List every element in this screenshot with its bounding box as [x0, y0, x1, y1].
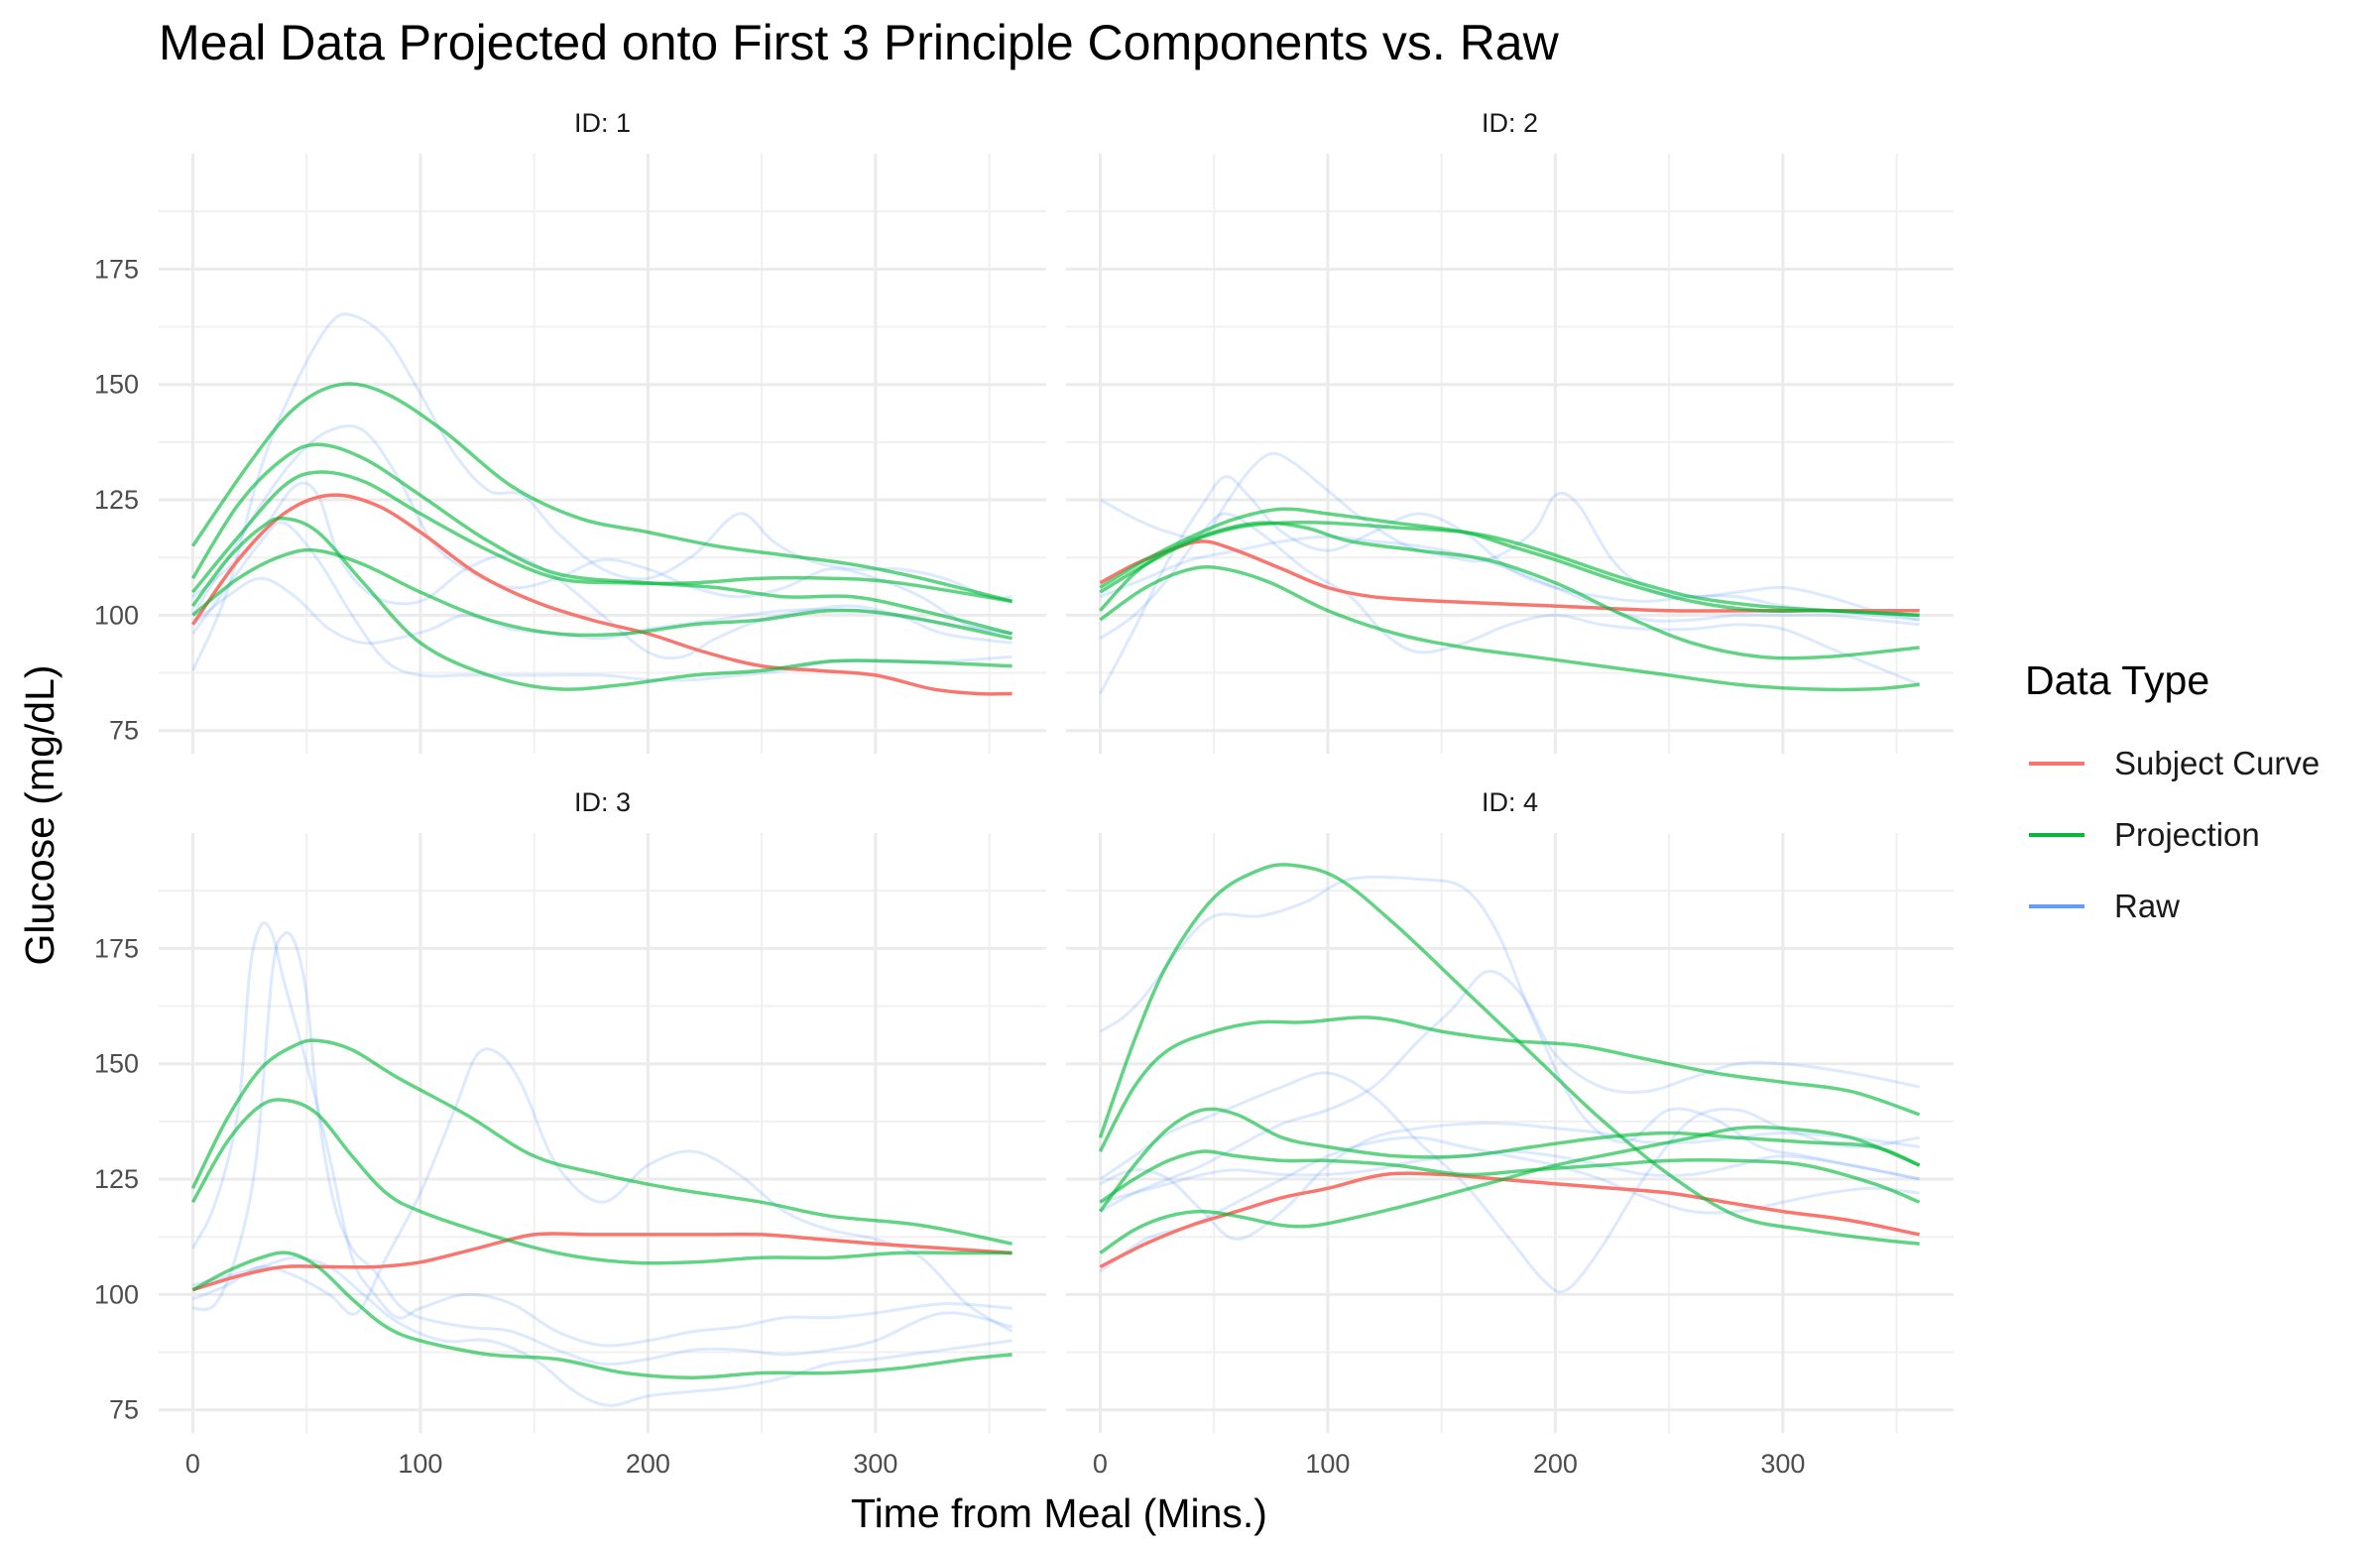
raw-series-line	[191, 921, 1012, 1348]
projection-line	[190, 516, 1012, 691]
x-axis-title: Time from Meal (Mins.)	[851, 1490, 1267, 1536]
y-tick-label: 175	[94, 254, 139, 284]
panel-4: ID: 4 0 100 200 300	[1066, 787, 1954, 1479]
raw-series-line	[1099, 969, 1920, 1213]
projection-line	[191, 470, 1012, 604]
projection-line	[190, 382, 1013, 604]
raw-series-line	[191, 1047, 1013, 1333]
projection-line	[1099, 1125, 1921, 1254]
y-tick-label: 100	[94, 1279, 139, 1309]
x-tick-label: 200	[1533, 1449, 1578, 1479]
projection-line	[1099, 521, 1920, 660]
y-tick-label: 150	[94, 1049, 139, 1079]
subject-curve-line	[190, 493, 1012, 696]
x-tick-label: 0	[1093, 1449, 1108, 1479]
projection-line	[191, 1251, 1012, 1379]
projection-line	[190, 1038, 1012, 1246]
chart-title: Meal Data Projected onto First 3 Princip…	[159, 15, 1560, 70]
projection-line	[1099, 1107, 1921, 1213]
subject-curve-line	[191, 1232, 1012, 1292]
facet-label: ID: 3	[574, 787, 631, 817]
y-tick-label: 125	[94, 485, 139, 515]
legend: Data Type Subject Curve Projection Raw	[2025, 657, 2320, 924]
y-tick-label: 150	[94, 370, 139, 400]
subject-curve-line	[1099, 1171, 1920, 1269]
x-tick-label: 100	[398, 1449, 442, 1479]
y-tick-label: 125	[94, 1164, 139, 1194]
panel-1: ID: 1 75 100 125 150 175	[94, 108, 1046, 754]
x-tick-label: 300	[853, 1449, 897, 1479]
raw-series-line	[191, 576, 1012, 646]
legend-entry: Projection	[2029, 816, 2260, 853]
y-tick-label: 175	[94, 933, 139, 963]
raw-series-line	[192, 1255, 1012, 1407]
raw-series-line	[192, 930, 1012, 1367]
x-tick-label: 100	[1305, 1449, 1350, 1479]
facet-label: ID: 1	[574, 108, 631, 138]
y-axis-title: Glucose (mg/dL)	[17, 664, 62, 965]
projection-line	[191, 547, 1012, 641]
legend-entry: Raw	[2029, 888, 2180, 924]
facet-label: ID: 2	[1482, 108, 1538, 138]
projection-line	[1099, 565, 1920, 692]
raw-series-line	[1099, 1135, 1920, 1273]
y-tick-label: 75	[109, 716, 139, 746]
raw-series-line	[1099, 1071, 1920, 1294]
facet-label: ID: 4	[1482, 787, 1538, 817]
raw-series-line	[191, 312, 1012, 671]
legend-title: Data Type	[2025, 657, 2209, 703]
projection-line	[190, 442, 1013, 636]
raw-series-line	[1099, 875, 1920, 1181]
projection-line	[1098, 863, 1920, 1246]
raw-series-line	[1099, 512, 1921, 686]
legend-label: Raw	[2114, 888, 2180, 924]
projection-line	[1098, 1015, 1921, 1152]
legend-label: Projection	[2114, 816, 2260, 853]
raw-series-line	[1099, 451, 1920, 622]
legend-label: Subject Curve	[2114, 745, 2320, 781]
panel-3: ID: 3 75 100 125 150 175 0 100 200 300	[94, 787, 1046, 1479]
facet-panels: ID: 1 75 100 125 150 175 ID: 2 ID: 3 75 100 125 150…	[94, 108, 1954, 1479]
projection-line	[1099, 1149, 1921, 1204]
projection-line	[1099, 507, 1920, 618]
y-tick-label: 75	[109, 1395, 139, 1425]
projection-line	[190, 1098, 1012, 1265]
x-tick-label: 0	[185, 1449, 200, 1479]
x-tick-label: 300	[1760, 1449, 1805, 1479]
legend-entry: Subject Curve	[2029, 745, 2320, 781]
panel-2: ID: 2	[1066, 108, 1954, 754]
x-tick-label: 200	[626, 1449, 670, 1479]
y-tick-label: 100	[94, 600, 139, 630]
